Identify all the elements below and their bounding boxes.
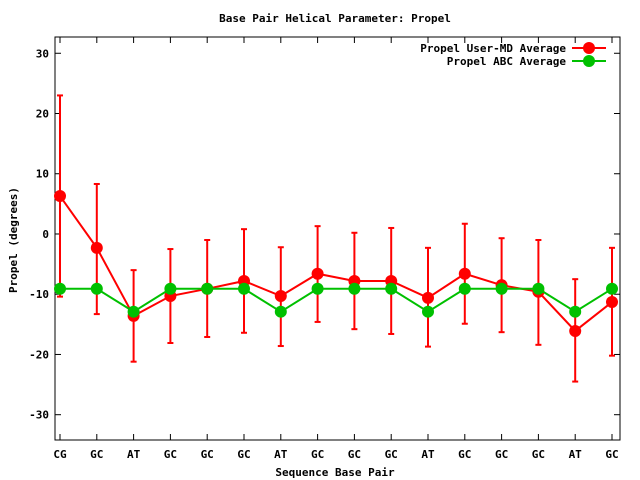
x-tick-label: GC (164, 448, 177, 461)
data-point (348, 282, 361, 295)
data-point (458, 267, 471, 280)
data-point (569, 305, 582, 318)
y-tick-label: 20 (36, 108, 49, 121)
series-user-md (54, 94, 618, 383)
data-point (90, 241, 103, 254)
y-tick-label: 30 (36, 47, 49, 60)
x-tick-label: GC (201, 448, 214, 461)
legend-label: Propel ABC Average (447, 55, 567, 68)
data-point (495, 282, 508, 295)
legend-label: Propel User-MD Average (420, 42, 566, 55)
legend-marker (583, 42, 595, 54)
chart-title: Base Pair Helical Parameter: Propel (219, 12, 451, 25)
legend-marker (583, 55, 595, 67)
data-point (422, 291, 434, 304)
data-point (54, 190, 66, 203)
data-point (274, 305, 287, 318)
data-point (569, 324, 582, 337)
data-point (385, 282, 398, 295)
y-tick-label: -30 (29, 409, 49, 422)
data-point (311, 267, 324, 280)
data-point (458, 282, 471, 295)
x-tick-label: AT (569, 448, 583, 461)
data-point (201, 282, 214, 295)
data-point (127, 305, 140, 318)
x-tick-label: GC (458, 448, 471, 461)
plot-frame (54, 36, 621, 441)
x-tick-label: GC (348, 448, 361, 461)
x-tick-label: AT (421, 448, 435, 461)
series-line (59, 195, 613, 333)
y-tick-label: 0 (42, 228, 49, 241)
x-tick-label: GC (532, 448, 545, 461)
data-point (422, 305, 434, 318)
data-point (311, 282, 324, 295)
y-axis-label: Propel (degrees) (7, 187, 20, 293)
x-tick-label: AT (127, 448, 141, 461)
data-point (90, 282, 103, 295)
y-tick-label: 10 (36, 168, 49, 181)
data-point (164, 282, 177, 295)
data-point (606, 296, 618, 309)
x-tick-label: GC (385, 448, 398, 461)
x-tick-label: GC (311, 448, 324, 461)
y-tick-label: -20 (29, 348, 49, 361)
x-tick-label: GC (90, 448, 103, 461)
y-tick-label: -10 (29, 288, 49, 301)
series-line (60, 287, 613, 313)
data-point (54, 282, 66, 295)
x-tick-label: CG (53, 448, 67, 461)
series-abc (54, 282, 618, 318)
x-axis-label: Sequence Base Pair (275, 466, 395, 479)
x-tick-label: GC (495, 448, 508, 461)
data-point (274, 290, 287, 303)
data-point (238, 282, 250, 295)
data-point (606, 282, 618, 295)
data-point (532, 282, 545, 295)
x-tick-label: GC (237, 448, 250, 461)
x-tick-label: GC (605, 448, 618, 461)
x-tick-label: AT (274, 448, 288, 461)
